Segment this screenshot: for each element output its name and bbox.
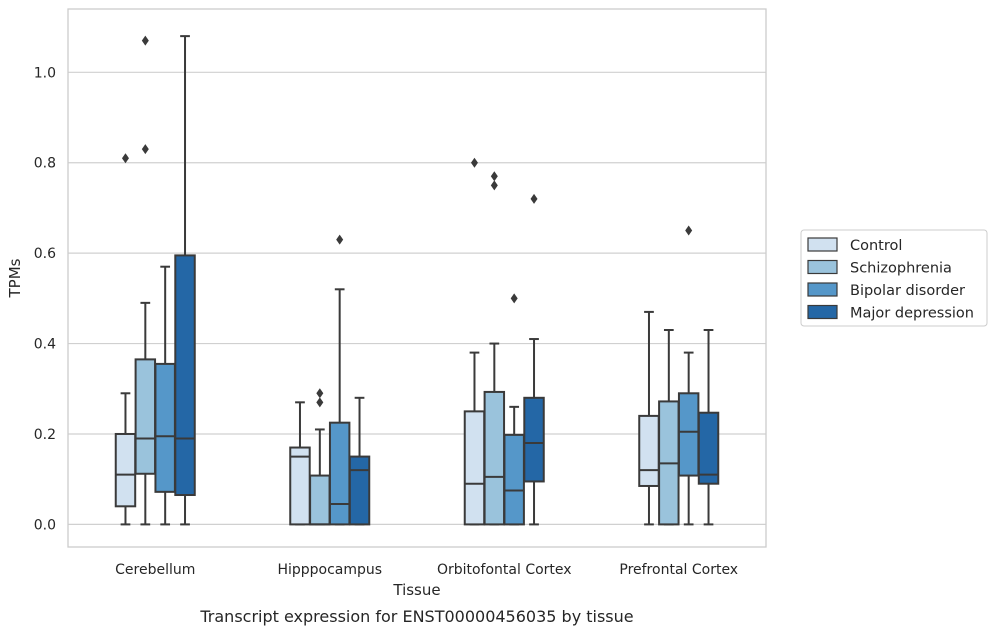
x-tick-label: Prefrontal Cortex xyxy=(619,562,738,578)
y-tick-label: 0.6 xyxy=(34,246,56,262)
legend-label: Schizophrenia xyxy=(850,261,952,277)
box-mark xyxy=(134,35,157,526)
box-iqr xyxy=(697,411,720,485)
box-iqr xyxy=(638,414,660,487)
legend: Control Schizophrenia Bipolar disorder Majo… xyxy=(800,229,988,327)
box-iqr xyxy=(483,390,506,526)
outlier-point xyxy=(141,144,149,155)
x-tick-label: Orbitofontal Cortex xyxy=(437,562,572,578)
outlier-point xyxy=(121,153,129,164)
x-axis-label: Tissue xyxy=(392,581,440,599)
box-mark xyxy=(174,35,196,526)
outlier-point xyxy=(490,171,498,182)
plot-frame xyxy=(67,8,767,548)
y-tick-label: 0.4 xyxy=(34,337,56,353)
box-mark xyxy=(348,396,371,526)
legend-item: Bipolar disorder xyxy=(807,282,965,299)
box-iqr xyxy=(503,433,525,526)
legend-item: Control xyxy=(807,237,902,254)
y-tick-labels: 0.0 0.2 0.4 0.6 0.8 1.0 xyxy=(34,65,56,533)
legend-item: Major depression xyxy=(807,304,974,322)
box-mark xyxy=(697,328,720,526)
legend-swatch xyxy=(807,304,838,320)
legend-label: Bipolar disorder xyxy=(850,283,965,299)
box-mark xyxy=(114,153,137,526)
series-group xyxy=(174,35,720,526)
box-iqr xyxy=(348,455,371,526)
box-iqr xyxy=(309,474,331,526)
box-iqr xyxy=(677,392,700,477)
box-iqr xyxy=(328,421,351,526)
series-group xyxy=(154,225,700,526)
box-mark xyxy=(523,193,545,526)
series-group xyxy=(114,153,660,526)
outlier-point xyxy=(490,180,498,191)
box-series xyxy=(114,35,720,526)
outlier-point xyxy=(141,35,149,46)
y-axis-label: TPMs xyxy=(6,258,24,298)
box-iqr xyxy=(154,362,176,493)
outlier-point xyxy=(510,293,518,304)
box-iqr xyxy=(174,254,196,497)
box-mark xyxy=(658,328,680,526)
box-mark xyxy=(503,293,525,526)
y-tick-label: 0.8 xyxy=(34,156,56,172)
box-mark xyxy=(328,234,351,526)
legend-swatch xyxy=(807,259,838,275)
legend-swatch xyxy=(807,282,838,297)
box-iqr xyxy=(289,446,311,526)
y-tick-label: 0.2 xyxy=(34,427,56,443)
x-tick-label: Cerebellum xyxy=(115,562,195,578)
box-mark xyxy=(677,225,700,526)
box-iqr xyxy=(114,432,137,508)
box-iqr xyxy=(134,358,157,475)
chart-caption: Transcript expression for ENST0000045603… xyxy=(199,607,633,626)
outlier-point xyxy=(470,157,478,168)
box-mark xyxy=(463,157,486,526)
legend-item: Schizophrenia xyxy=(807,259,952,277)
legend-frame xyxy=(800,229,988,327)
box-mark xyxy=(154,265,176,526)
legend-swatch xyxy=(807,237,838,252)
y-tick-label: 0.0 xyxy=(34,517,56,533)
series-group xyxy=(134,35,680,526)
outlier-point xyxy=(316,397,324,408)
legend-label: Control xyxy=(850,238,902,254)
box-mark xyxy=(483,171,506,526)
outlier-point xyxy=(685,225,693,236)
box-iqr xyxy=(523,396,545,483)
box-mark xyxy=(309,388,331,526)
box-iqr xyxy=(463,410,486,526)
legend-label: Major depression xyxy=(850,306,974,322)
outlier-point xyxy=(316,388,324,399)
x-tick-labels: Cerebellum Hipppocampus Orbitofontal Corte… xyxy=(115,562,738,578)
y-tick-label: 1.0 xyxy=(34,65,56,81)
outlier-point xyxy=(336,234,344,245)
outlier-point xyxy=(530,193,538,204)
box-mark xyxy=(289,401,311,526)
x-tick-label: Hipppocampus xyxy=(277,562,382,578)
